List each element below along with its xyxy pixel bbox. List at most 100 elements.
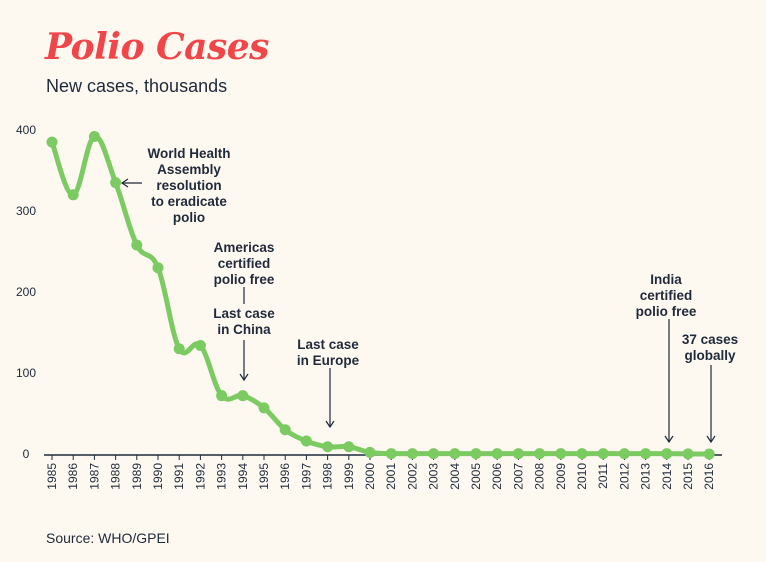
annotation-text: certified: [218, 256, 271, 271]
chart-title: Polio Cases: [45, 26, 269, 68]
data-point: [322, 441, 334, 453]
x-tick-label: 2000: [363, 463, 377, 490]
x-tick-label: 1989: [130, 463, 144, 490]
data-point: [682, 448, 694, 460]
x-tick-label: 2015: [681, 463, 695, 490]
x-tick-label: 1988: [109, 463, 123, 490]
annotation-text: to eradicate: [151, 194, 227, 209]
y-tick-label: 300: [16, 204, 36, 218]
data-point: [534, 448, 546, 460]
data-point: [512, 448, 524, 460]
x-tick-label: 1999: [342, 463, 356, 490]
data-point: [491, 448, 503, 460]
data-point: [385, 448, 397, 460]
source-note: Source: WHO/GPEI: [46, 530, 170, 546]
x-tick-label: 2009: [554, 463, 568, 490]
x-tick-label: 1998: [321, 463, 335, 490]
x-tick-label: 2002: [405, 463, 419, 490]
data-point: [597, 448, 609, 460]
x-tick-label: 2011: [596, 463, 610, 489]
annotation-text: globally: [684, 348, 735, 363]
y-axis-ticks: 0 100 200 300 400: [16, 123, 36, 461]
annotation-text: Assembly: [157, 162, 221, 177]
data-point: [364, 446, 376, 458]
data-point: [300, 435, 312, 447]
data-point: [640, 448, 652, 460]
annotation-text: polio free: [636, 304, 697, 319]
x-tick-label: 1985: [45, 463, 59, 490]
data-point: [110, 177, 122, 189]
x-tick-label: 1987: [87, 463, 101, 490]
x-tick-label: 1996: [278, 463, 292, 490]
annotation-text: Last case: [213, 306, 275, 321]
data-point: [470, 448, 482, 460]
data-point: [343, 441, 355, 453]
y-tick-label: 200: [16, 285, 36, 299]
arrowhead-icon: [664, 435, 674, 444]
annotation-text: Americas: [214, 240, 275, 255]
y-tick-label: 0: [23, 447, 30, 461]
x-tick-label: 2012: [617, 463, 631, 490]
y-tick-label: 100: [16, 366, 36, 380]
x-tick-label: 1986: [66, 463, 80, 490]
data-point: [406, 448, 418, 460]
data-point: [661, 448, 673, 460]
annotation-text: Last case: [297, 337, 359, 352]
data-point: [449, 448, 461, 460]
annotation-text: resolution: [156, 178, 221, 193]
x-axis-ticks: 1985 1986 1987 1988 1989 1990 1991 1992 1993 1994…: [45, 455, 716, 490]
annotation-text: in China: [217, 322, 271, 337]
x-tick-label: 1992: [193, 463, 207, 490]
data-point: [46, 136, 58, 148]
x-tick-label: 2010: [575, 463, 589, 490]
data-point: [152, 262, 164, 274]
x-tick-label: 2001: [384, 463, 398, 490]
x-tick-label: 2006: [490, 463, 504, 490]
data-point: [131, 239, 143, 251]
chart-subtitle: New cases, thousands: [46, 76, 228, 96]
arrowhead-icon: [239, 373, 249, 382]
arrowhead-icon: [120, 178, 129, 188]
annotation-text: polio: [173, 210, 205, 225]
data-point: [703, 448, 715, 460]
annotation-text: 37 cases: [682, 332, 738, 347]
data-point: [279, 424, 291, 436]
x-tick-label: 2013: [639, 463, 653, 490]
x-tick-label: 2014: [660, 463, 674, 490]
y-tick-label: 400: [16, 123, 36, 137]
annotation-text: India: [650, 272, 682, 287]
x-tick-label: 2007: [511, 463, 525, 490]
annotation-text: in Europe: [297, 353, 360, 368]
data-point: [555, 448, 567, 460]
arrowhead-icon: [706, 435, 716, 444]
x-tick-label: 1995: [257, 463, 271, 490]
data-point: [576, 448, 588, 460]
data-point: [173, 343, 185, 355]
x-tick-label: 2004: [448, 463, 462, 490]
data-point: [428, 448, 440, 460]
x-tick-label: 1991: [172, 463, 186, 490]
x-tick-label: 2016: [702, 463, 716, 490]
x-tick-label: 2008: [533, 463, 547, 490]
data-points: [46, 130, 715, 460]
series-line: [49, 133, 712, 457]
data-point: [216, 390, 228, 402]
x-tick-label: 1993: [215, 463, 229, 490]
x-tick-label: 1997: [299, 463, 313, 490]
x-tick-label: 1994: [236, 463, 250, 490]
data-point: [258, 402, 270, 414]
data-point: [237, 390, 249, 402]
data-point: [88, 130, 100, 142]
data-point: [194, 339, 206, 351]
annotation-text: World Health: [147, 146, 230, 161]
data-point: [618, 448, 630, 460]
annotation-text: certified: [640, 288, 693, 303]
